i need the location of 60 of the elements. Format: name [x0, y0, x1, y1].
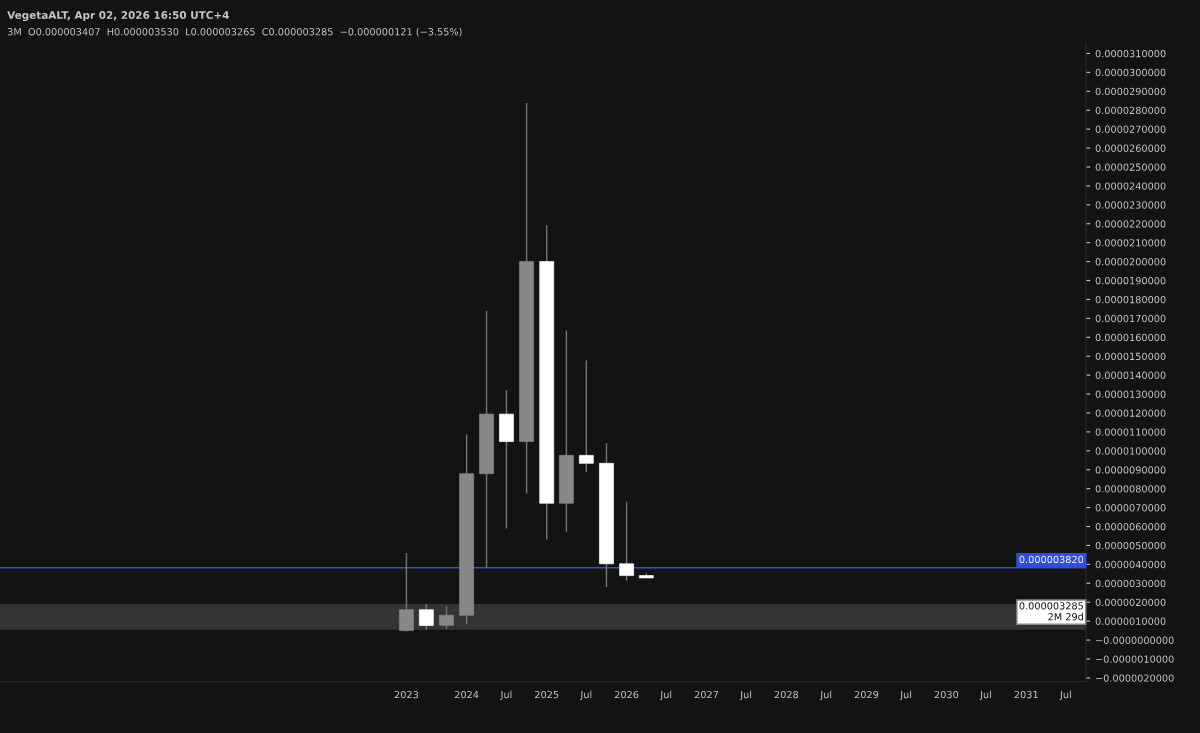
x-tick-label: 2023 — [394, 690, 419, 699]
y-tick-label: 0.0000160000 — [1095, 333, 1166, 342]
y-tick-label: 0.0000230000 — [1095, 201, 1166, 209]
chart-title: VegetaALT, Apr 02, 2026 16:50 UTC+4 — [7, 11, 229, 22]
x-tick-label: Jul — [819, 690, 832, 701]
y-tick-label: −0.0000000000 — [1096, 636, 1174, 644]
y-tick-label: 0.0000120000 — [1095, 409, 1166, 417]
x-tick-label: Jul — [899, 690, 912, 701]
y-tick-label: 0.0000020000 — [1095, 598, 1166, 607]
x-tick-label: 2025 — [535, 690, 559, 699]
annotation: 0.000003285 2M 29d — [1019, 602, 1083, 621]
y-tick-label: 0.0000050000 — [1095, 541, 1166, 550]
y-tick-label: 0.0000200000 — [1095, 258, 1166, 266]
x-tick-label: 2026 — [614, 690, 639, 699]
y-tick-label: 0.0000070000 — [1095, 504, 1166, 512]
x-tick-label: 2024 — [454, 690, 479, 699]
y-tick-label: 0.0000010000 — [1095, 617, 1166, 625]
x-tick-label: Jul — [659, 690, 672, 701]
x-tick-label: Jul — [500, 690, 512, 701]
y-tick-label: 0.0000170000 — [1095, 314, 1166, 323]
x-tick-label: Jul — [979, 690, 991, 701]
x-tick-label: 2030 — [934, 690, 959, 699]
y-tick-label: 0.0000030000 — [1095, 579, 1166, 588]
y-tick-label: 0.0000280000 — [1095, 106, 1166, 115]
candlestick — [418, 603, 434, 631]
y-tick-label: 0.0000300000 — [1095, 68, 1166, 77]
x-tick-label: Jul — [1059, 690, 1071, 701]
y-tick-label: 0.0000250000 — [1095, 163, 1166, 171]
y-tick-label: 0.0000210000 — [1095, 239, 1166, 247]
y-tick-label: 0.0000270000 — [1095, 125, 1166, 133]
x-tick-label: Jul — [579, 690, 592, 701]
y-tick-label: 0.0000090000 — [1095, 466, 1166, 474]
x-tick-label: 2029 — [854, 690, 879, 699]
y-tick-label: 0.0000140000 — [1095, 371, 1166, 379]
y-tick-label: 0.0000130000 — [1095, 390, 1166, 398]
y-tick-label: 0.0000040000 — [1095, 560, 1166, 569]
y-tick-label: −0.0000010000 — [1096, 655, 1174, 663]
candlestick — [399, 552, 414, 633]
y-tick-label: −0.0000020000 — [1096, 674, 1174, 682]
y-tick-label: 0.0000260000 — [1095, 144, 1166, 152]
candlestick — [578, 359, 594, 473]
y-tick-label: 0.0000290000 — [1095, 87, 1166, 96]
y-tick-label: 0.0000220000 — [1095, 220, 1166, 228]
y-tick-label: 0.0000110000 — [1095, 428, 1166, 436]
candlestick — [439, 605, 454, 630]
ref-line-label: 0.000003820 — [1019, 555, 1084, 564]
chart-subtitle: 3M O0.000003407 H0.000003530 L0.000003265 C0.000003285 −0.000000121 (−3.55%) — [7, 27, 462, 37]
y-tick-label: 0.0000310000 — [1095, 49, 1166, 58]
y-tick-label: 0.0000100000 — [1095, 447, 1166, 455]
y-tick-label: 0.0000180000 — [1095, 295, 1166, 304]
y-tick-label: 0.0000190000 — [1095, 277, 1166, 285]
x-tick-label: 2031 — [1014, 690, 1038, 699]
y-tick-label: 0.0000060000 — [1095, 523, 1166, 531]
x-tick-label: 2027 — [694, 690, 719, 699]
candlestick — [619, 501, 634, 582]
y-tick-label: 0.0000150000 — [1095, 352, 1166, 361]
y-tick-label: 0.0000240000 — [1095, 182, 1166, 190]
y-tick-label: 0.0000080000 — [1095, 485, 1166, 493]
x-tick-label: Jul — [739, 690, 752, 701]
x-tick-label: 2028 — [774, 690, 799, 699]
